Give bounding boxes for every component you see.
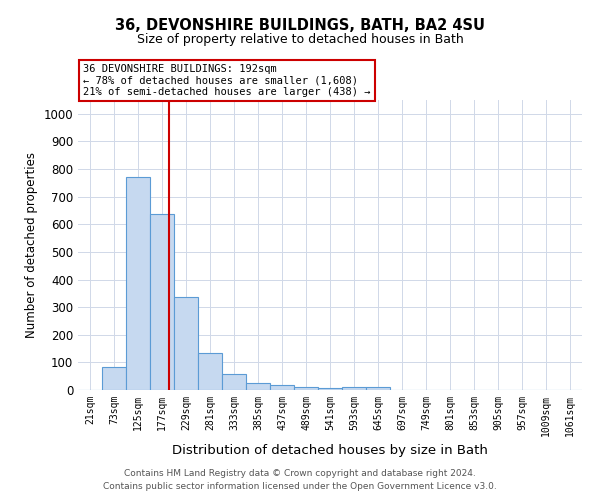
Bar bbox=[126, 178, 150, 390]
Text: Contains public sector information licensed under the Open Government Licence v3: Contains public sector information licen… bbox=[103, 482, 497, 491]
Bar bbox=[102, 367, 126, 390]
Bar bbox=[150, 214, 174, 390]
Text: Size of property relative to detached houses in Bath: Size of property relative to detached ho… bbox=[137, 32, 463, 46]
Bar bbox=[318, 388, 342, 390]
Bar bbox=[270, 385, 294, 390]
Bar bbox=[294, 387, 318, 390]
Bar bbox=[342, 387, 366, 390]
X-axis label: Distribution of detached houses by size in Bath: Distribution of detached houses by size … bbox=[172, 444, 488, 458]
Bar bbox=[198, 354, 222, 390]
Bar bbox=[222, 374, 246, 390]
Text: 36, DEVONSHIRE BUILDINGS, BATH, BA2 4SU: 36, DEVONSHIRE BUILDINGS, BATH, BA2 4SU bbox=[115, 18, 485, 32]
Bar bbox=[366, 387, 390, 390]
Text: Contains HM Land Registry data © Crown copyright and database right 2024.: Contains HM Land Registry data © Crown c… bbox=[124, 468, 476, 477]
Text: 36 DEVONSHIRE BUILDINGS: 192sqm
← 78% of detached houses are smaller (1,608)
21%: 36 DEVONSHIRE BUILDINGS: 192sqm ← 78% of… bbox=[83, 64, 371, 97]
Bar bbox=[246, 383, 270, 390]
Bar bbox=[174, 298, 198, 390]
Y-axis label: Number of detached properties: Number of detached properties bbox=[25, 152, 38, 338]
